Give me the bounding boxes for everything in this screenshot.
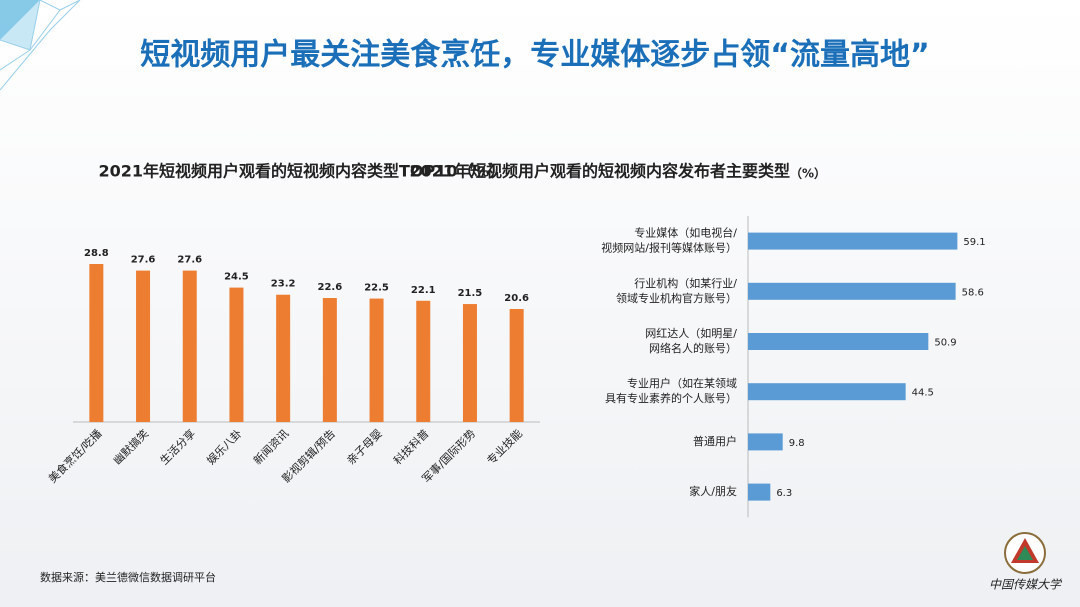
y-tick-label: 领域专业机构官方账号） bbox=[616, 291, 737, 305]
y-tick-label: 视频网站/报刊等媒体账号） bbox=[601, 241, 737, 255]
bar bbox=[748, 232, 958, 250]
x-tick-label: 美食烹饪/吃播 bbox=[45, 426, 104, 485]
y-tick-label: 专业用户（如在某领域 bbox=[627, 376, 737, 390]
value-label: 22.6 bbox=[318, 282, 343, 293]
bar bbox=[229, 287, 244, 422]
logo-text: 中国传媒大学 bbox=[989, 578, 1063, 592]
value-label: 6.3 bbox=[776, 488, 792, 499]
value-label: 20.6 bbox=[504, 293, 529, 304]
bar bbox=[748, 433, 783, 451]
value-label: 21.5 bbox=[458, 288, 483, 299]
value-label: 59.1 bbox=[963, 237, 985, 248]
value-label: 22.1 bbox=[411, 285, 436, 296]
bar bbox=[182, 270, 197, 422]
bar bbox=[748, 282, 956, 300]
x-tick-label: 亲子母婴 bbox=[344, 426, 385, 467]
bar bbox=[748, 483, 771, 501]
bar bbox=[369, 298, 384, 422]
value-label: 50.9 bbox=[934, 338, 956, 349]
value-label: 58.6 bbox=[962, 287, 984, 298]
value-label: 27.6 bbox=[177, 255, 202, 266]
value-label: 44.5 bbox=[912, 388, 934, 399]
y-tick-label: 行业机构（如某行业/ bbox=[634, 276, 737, 290]
bar bbox=[416, 300, 431, 422]
bar bbox=[136, 270, 151, 422]
y-tick-label: 具有专业素养的个人账号） bbox=[605, 391, 737, 405]
x-tick-label: 专业技能 bbox=[484, 426, 525, 467]
bar bbox=[276, 294, 291, 422]
bar bbox=[509, 308, 524, 422]
corner-decoration bbox=[0, 0, 81, 91]
bar bbox=[748, 383, 906, 401]
x-tick-label: 生活分享 bbox=[157, 426, 198, 467]
x-tick-label: 科技科普 bbox=[390, 426, 431, 467]
y-tick-label: 普通用户 bbox=[693, 434, 737, 448]
value-label: 22.5 bbox=[364, 283, 389, 294]
x-tick-label: 新闻资讯 bbox=[250, 426, 291, 467]
chart-title: 2021年短视频用户观看的短视频内容发布者主要类型 bbox=[409, 162, 790, 181]
value-label: 27.6 bbox=[131, 255, 156, 266]
value-label: 24.5 bbox=[224, 272, 249, 283]
y-tick-label: 网红达人（如明星/ bbox=[645, 326, 737, 340]
bar bbox=[748, 333, 929, 350]
x-tick-label: 幽默搞笑 bbox=[110, 426, 151, 467]
y-tick-label: 家人/朋友 bbox=[689, 484, 737, 498]
value-label: 28.8 bbox=[84, 248, 109, 259]
chart-unit: （%） bbox=[790, 166, 826, 181]
value-label: 23.2 bbox=[271, 279, 296, 290]
bar bbox=[89, 264, 104, 422]
slide-title: 短视频用户最关注美食烹饪，专业媒体逐步占领“流量高地” bbox=[140, 38, 929, 73]
value-label: 9.8 bbox=[789, 438, 805, 449]
chart-title: 2021年短视频用户观看的短视频内容类型TOP10（%） bbox=[98, 162, 505, 181]
bar bbox=[462, 304, 477, 422]
y-tick-label: 专业媒体（如电视台/ bbox=[634, 226, 737, 240]
y-tick-label: 网络名人的账号） bbox=[649, 341, 737, 355]
logo bbox=[1004, 532, 1046, 574]
source-note: 数据来源：美兰德微信数据调研平台 bbox=[40, 570, 216, 584]
bar bbox=[322, 298, 337, 422]
x-tick-label: 娱乐八卦 bbox=[204, 426, 245, 467]
